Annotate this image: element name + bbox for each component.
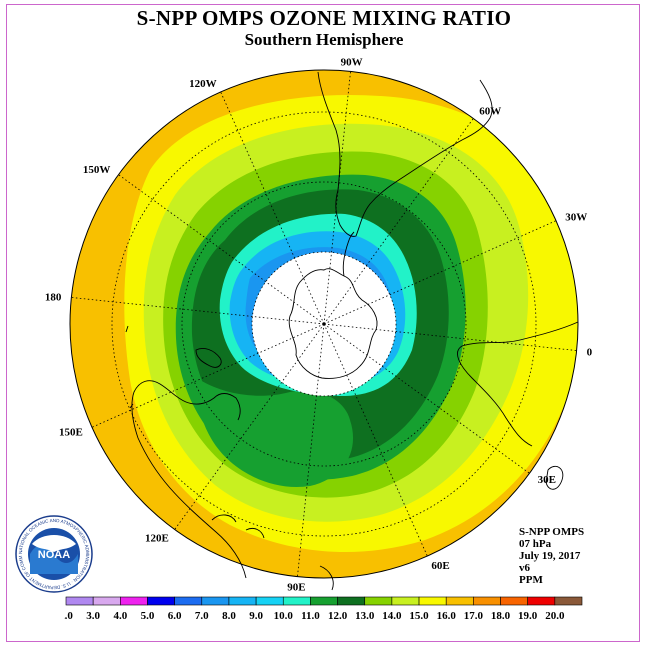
colorbar-swatch bbox=[65, 596, 94, 606]
colorbar-swatch bbox=[147, 596, 175, 606]
info-units: PPM bbox=[519, 574, 543, 586]
colorbar-tick-label: 15.0 bbox=[409, 610, 429, 622]
colorbar-tick-labels: 2.0 3.0 4.0 5.0 6.0 7.0 8.0 9.0 10.0 11.0 12.0 13.0… bbox=[64, 610, 565, 622]
colorbar-tick-label: 18.0 bbox=[491, 610, 511, 622]
colorbar-boxes bbox=[65, 596, 583, 606]
colorbar-tick-label: 19.0 bbox=[518, 610, 538, 622]
indonesia-islands bbox=[211, 514, 334, 591]
colorbar-swatch bbox=[92, 596, 121, 606]
longitude-label: 120E bbox=[145, 533, 169, 545]
colorbar-tick-label: 7.0 bbox=[195, 610, 209, 622]
colorbar-swatch bbox=[527, 596, 556, 606]
madagascar bbox=[545, 466, 564, 490]
colorbar-tick-label: 20.0 bbox=[545, 610, 565, 622]
colorbar-swatch bbox=[228, 596, 257, 606]
longitude-label: 180 bbox=[45, 291, 62, 303]
colorbar-swatch bbox=[391, 596, 420, 606]
colorbar-swatch bbox=[174, 596, 203, 606]
info-date: July 19, 2017 bbox=[519, 550, 581, 562]
colorbar-swatch bbox=[310, 596, 338, 606]
info-pressure: 07 hPa bbox=[519, 538, 552, 550]
longitude-label: 60E bbox=[431, 560, 449, 572]
page-frame bbox=[6, 4, 640, 642]
colorbar-tick-label: 9.0 bbox=[249, 610, 263, 622]
colorbar-swatch bbox=[255, 596, 284, 606]
colorbar-tick-label: 3.0 bbox=[86, 610, 100, 622]
australia-coast bbox=[131, 380, 247, 579]
colorbar-swatch bbox=[364, 596, 393, 606]
info-instrument: S-NPP OMPS bbox=[519, 526, 585, 538]
colorbar-swatch bbox=[418, 596, 447, 606]
colorbar-tick-label: 10.0 bbox=[274, 610, 294, 622]
longitude-label: 150W bbox=[83, 164, 111, 176]
longitude-label: 60W bbox=[479, 105, 501, 117]
islands-west bbox=[125, 325, 134, 409]
colorbar-swatch bbox=[201, 596, 230, 606]
colorbar-swatch bbox=[120, 596, 148, 606]
longitude-label: 150E bbox=[59, 426, 83, 438]
new-zealand bbox=[195, 347, 222, 368]
colorbar-tick-label: 5.0 bbox=[141, 610, 155, 622]
south-pole-marker bbox=[322, 322, 326, 326]
colorbar-tick-label: 4.0 bbox=[113, 610, 127, 622]
info-block: S-NPP OMPS 07 hPa July 19, 2017 v6 PPM bbox=[519, 526, 584, 586]
antarctica-coast bbox=[288, 268, 378, 379]
colorbar-swatch bbox=[554, 596, 583, 606]
longitude-label: 0 bbox=[587, 347, 593, 359]
colorbar-tick-label: 2.0 bbox=[64, 610, 73, 622]
graticule bbox=[71, 71, 577, 577]
noaa-logo-text: NOAA bbox=[38, 549, 70, 561]
colorbar-swatch bbox=[445, 596, 474, 606]
longitude-label: 30E bbox=[538, 474, 556, 486]
colorbar-tick-label: 17.0 bbox=[464, 610, 484, 622]
colorbar-swatch bbox=[282, 596, 311, 606]
contour-band-11b bbox=[198, 380, 354, 487]
colorbar-tick-label: 12.0 bbox=[328, 610, 348, 622]
longitude-labels: 90W 60W 30W 0 30E 60E 90E 120E 150E 180 150W 120W bbox=[45, 56, 593, 593]
colorbar-tick-label: 11.0 bbox=[301, 610, 320, 622]
colorbar-tick-label: 8.0 bbox=[222, 610, 236, 622]
map-boundary bbox=[69, 69, 579, 579]
colorbar-tick-label: 13.0 bbox=[355, 610, 375, 622]
africa-coast bbox=[457, 321, 579, 447]
colorbar-tick-label: 16.0 bbox=[437, 610, 457, 622]
colorbar-tick-label: 6.0 bbox=[168, 610, 182, 622]
colorbar-tick-label: 14.0 bbox=[382, 610, 402, 622]
latitude-circle bbox=[111, 111, 537, 537]
longitude-label: 120W bbox=[189, 78, 217, 90]
map-subtitle: Southern Hemisphere bbox=[244, 30, 404, 49]
colorbar: 2.0 3.0 4.0 5.0 6.0 7.0 8.0 9.0 10.0 11.0 12.0 13.0… bbox=[64, 596, 583, 622]
longitude-label: 30W bbox=[565, 212, 587, 224]
info-version: v6 bbox=[519, 562, 530, 574]
latitude-circle bbox=[181, 181, 467, 467]
colorbar-swatch bbox=[500, 596, 528, 606]
noaa-logo: NOAA NATIONAL OCEANIC AND ATMOSPHERIC AD… bbox=[12, 510, 94, 599]
colorbar-swatch bbox=[473, 596, 501, 606]
antarctic-peninsula bbox=[342, 231, 355, 277]
noaa-seal-icon: NOAA NATIONAL OCEANIC AND ATMOSPHERIC AD… bbox=[12, 510, 93, 593]
longitude-label: 90E bbox=[287, 582, 305, 594]
latitude-circle bbox=[251, 251, 397, 397]
coastlines bbox=[125, 71, 579, 591]
south-america-coast bbox=[317, 71, 493, 237]
map-title: S-NPP OMPS OZONE MIXING RATIO bbox=[136, 6, 512, 30]
colorbar-swatch bbox=[337, 596, 366, 606]
longitude-label: 90W bbox=[341, 56, 363, 68]
